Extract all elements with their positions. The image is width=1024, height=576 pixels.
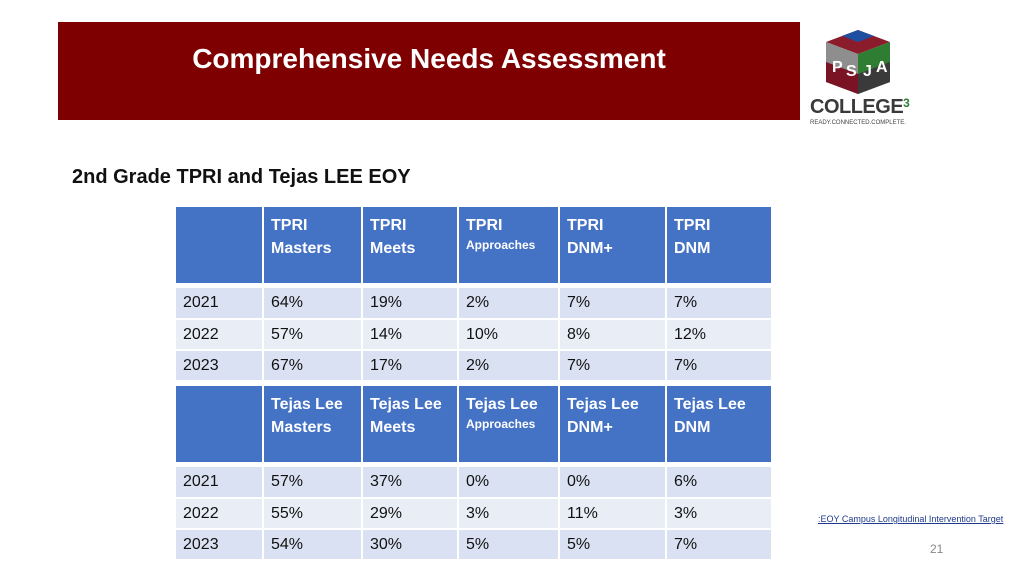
table-row: 2021 64% 19% 2% 7% 7%	[176, 288, 773, 320]
value-cell: 12%	[666, 319, 773, 351]
column-header-line1: TPRI	[466, 217, 503, 234]
value-cell: 11%	[559, 498, 667, 530]
column-header-line1: Tejas Lee	[271, 396, 343, 413]
value-cell: 2%	[458, 350, 560, 382]
value-cell: 30%	[362, 529, 459, 561]
column-header: Tejas Lee Masters	[263, 386, 363, 462]
column-header: TPRI Approaches	[458, 207, 560, 283]
logo-superscript: 3	[903, 96, 910, 110]
year-cell: 2023	[176, 529, 264, 561]
column-header: TPRI DNM	[666, 207, 773, 283]
value-cell: 10%	[458, 319, 560, 351]
value-cell: 7%	[666, 529, 773, 561]
value-cell: 0%	[559, 467, 667, 499]
psja-college-logo: P S J A COLLEGE3 READY.CONNECTED.COMPLET…	[808, 28, 910, 132]
value-cell: 5%	[559, 529, 667, 561]
title-banner	[58, 22, 800, 120]
column-header: Tejas Lee DNM+	[559, 386, 667, 462]
column-header: TPRI Masters	[263, 207, 363, 283]
year-cell: 2023	[176, 350, 264, 382]
value-cell: 17%	[362, 350, 459, 382]
table-row: 2022 57% 14% 10% 8% 12%	[176, 319, 773, 351]
logo-tagline: READY.CONNECTED.COMPLETE.	[810, 120, 906, 126]
value-cell: 8%	[559, 319, 667, 351]
corner-cell	[176, 386, 264, 462]
column-header-line1: Tejas Lee	[466, 396, 538, 413]
corner-cell	[176, 207, 264, 283]
logo-letter: P	[832, 59, 843, 76]
header-row: TPRI Masters TPRI Meets TPRI Approaches TPRI DN…	[176, 207, 773, 283]
value-cell: 3%	[666, 498, 773, 530]
column-header-line2: DNM	[674, 240, 711, 257]
year-cell: 2021	[176, 288, 264, 320]
year-cell: 2021	[176, 467, 264, 499]
table-row: 2021 57% 37% 0% 0% 6%	[176, 467, 773, 499]
section-subtitle: 2nd Grade TPRI and Tejas LEE EOY	[72, 166, 411, 188]
value-cell: 67%	[263, 350, 363, 382]
table-row: 2023 54% 30% 5% 5% 7%	[176, 529, 773, 561]
value-cell: 64%	[263, 288, 363, 320]
value-cell: 5%	[458, 529, 560, 561]
value-cell: 0%	[458, 467, 560, 499]
column-header-line1: Tejas Lee	[674, 396, 746, 413]
column-header-line1: Tejas Lee	[370, 396, 442, 413]
header-row: Tejas Lee Masters Tejas Lee Meets Tejas Lee A…	[176, 386, 773, 462]
value-cell: 19%	[362, 288, 459, 320]
value-cell: 57%	[263, 319, 363, 351]
value-cell: 29%	[362, 498, 459, 530]
page-number: 21	[930, 542, 944, 556]
column-header: Tejas Lee DNM	[666, 386, 773, 462]
column-header-line2: DNM+	[567, 240, 613, 257]
value-cell: 37%	[362, 467, 459, 499]
column-header-line1: TPRI	[567, 217, 604, 234]
intervention-target-note[interactable]: :EOY Campus Longitudinal Intervention Ta…	[818, 514, 1004, 524]
column-header-line2: DNM+	[567, 419, 613, 436]
value-cell: 7%	[666, 288, 773, 320]
column-header-line1: Tejas Lee	[567, 396, 639, 413]
column-header-line2: Masters	[271, 240, 332, 257]
tejas-lee-table: Tejas Lee Masters Tejas Lee Meets Tejas Lee A…	[176, 386, 773, 561]
logo-word: COLLEGE	[810, 96, 904, 118]
year-cell: 2022	[176, 319, 264, 351]
tpri-table: TPRI Masters TPRI Meets TPRI Approaches TPRI DN…	[176, 207, 773, 382]
value-cell: 14%	[362, 319, 459, 351]
table-row: 2022 55% 29% 3% 11% 3%	[176, 498, 773, 530]
page-title: Comprehensive Needs Assessment	[192, 43, 666, 74]
value-cell: 7%	[666, 350, 773, 382]
column-header-line2: Masters	[271, 419, 332, 436]
column-header: Tejas Lee Meets	[362, 386, 459, 462]
value-cell: 3%	[458, 498, 560, 530]
column-header-line2: Meets	[370, 240, 416, 257]
logo-letter: S	[846, 63, 857, 80]
column-header-line2: Approaches	[466, 417, 536, 431]
column-header-line1: TPRI	[674, 217, 711, 234]
year-cell: 2022	[176, 498, 264, 530]
logo-wordmark: COLLEGE3	[810, 96, 910, 119]
column-header-line1: TPRI	[370, 217, 407, 234]
column-header-line1: TPRI	[271, 217, 308, 234]
value-cell: 57%	[263, 467, 363, 499]
table-row: 2023 67% 17% 2% 7% 7%	[176, 350, 773, 382]
column-header-line2: DNM	[674, 419, 711, 436]
logo-letter: A	[876, 59, 888, 76]
value-cell: 2%	[458, 288, 560, 320]
value-cell: 55%	[263, 498, 363, 530]
cube-logo-icon: P S J A	[826, 30, 890, 94]
logo-letter: J	[863, 63, 872, 80]
value-cell: 54%	[263, 529, 363, 561]
value-cell: 7%	[559, 350, 667, 382]
column-header: TPRI Meets	[362, 207, 459, 283]
column-header-line2: Meets	[370, 419, 416, 436]
value-cell: 7%	[559, 288, 667, 320]
column-header: TPRI DNM+	[559, 207, 667, 283]
column-header: Tejas Lee Approaches	[458, 386, 560, 462]
value-cell: 6%	[666, 467, 773, 499]
column-header-line2: Approaches	[466, 238, 536, 252]
